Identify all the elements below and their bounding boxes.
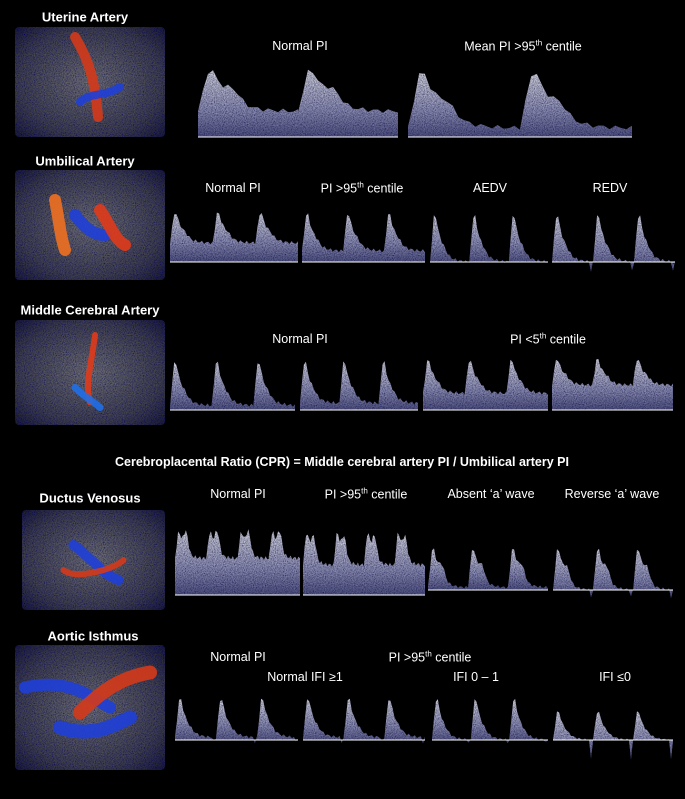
label-superscript: th: [535, 38, 543, 48]
label-superscript: th: [539, 331, 547, 341]
doppler-waveform: [175, 698, 298, 744]
label-text: centile: [546, 332, 586, 347]
doppler-waveform: [175, 529, 300, 595]
label-text: Normal IFI ≥1: [267, 670, 343, 684]
label-text: PI <5: [510, 332, 540, 347]
doppler-waveform: [408, 73, 632, 137]
waveform-label: Normal PI: [210, 650, 266, 664]
cpr-formula: Cerebroplacental Ratio (CPR) = Middle ce…: [115, 455, 569, 469]
section-title: Ductus Venosus: [39, 491, 140, 506]
label-superscript: th: [425, 649, 432, 659]
cpr-text: Cerebroplacental Ratio (CPR) = Middle ce…: [115, 455, 569, 469]
section-title: Middle Cerebral Artery: [21, 303, 160, 318]
title-text: Aortic Isthmus: [47, 628, 139, 644]
doppler-waveform: [432, 698, 548, 744]
label-text: centile: [542, 39, 582, 54]
label-text: centile: [367, 487, 408, 502]
waveform-label: Normal PI: [210, 487, 266, 501]
waveform-label: IFI 0 – 1: [453, 670, 499, 684]
doppler-waveform: [198, 69, 398, 137]
waveform-label: AEDV: [473, 181, 507, 195]
color-flow: [70, 32, 103, 122]
waveform-label: IFI ≤0: [599, 670, 631, 684]
doppler-waveform: [552, 215, 675, 272]
doppler-waveform: [552, 359, 673, 410]
label-text: PI >95: [320, 181, 358, 196]
label-text: PI >95: [324, 487, 362, 502]
doppler-waveform: [553, 711, 673, 760]
waveform-label: Normal IFI ≥1: [267, 670, 343, 684]
label-text: centile: [431, 650, 472, 665]
title-text: Middle Cerebral Artery: [20, 302, 160, 318]
color-flow: [76, 83, 124, 106]
color-flow: [49, 194, 71, 256]
section-title: Umbilical Artery: [35, 154, 134, 169]
color-flow: [69, 209, 111, 241]
title-text: Uterine Artery: [41, 9, 129, 25]
doppler-waveform: [430, 215, 548, 264]
color-flow: [71, 384, 104, 411]
doppler-waveform: [302, 213, 425, 262]
label-text: Reverse ‘a’ wave: [564, 487, 660, 501]
color-flow: [94, 204, 131, 251]
label-superscript: th: [361, 486, 368, 496]
label-text: Mean PI >95: [464, 39, 536, 54]
label-text: Absent ‘a’ wave: [447, 487, 535, 501]
color-flow: [60, 557, 127, 578]
color-flow: [68, 540, 124, 585]
waveform-label: Absent ‘a’ wave: [447, 487, 534, 501]
color-flow: [53, 710, 137, 739]
label-text: IFI 0 – 1: [453, 670, 499, 684]
doppler-waveform: [428, 548, 548, 590]
title-text: Umbilical Artery: [35, 153, 135, 169]
color-flow: [73, 665, 157, 720]
label-superscript: th: [357, 180, 364, 190]
label-text: REDV: [592, 181, 628, 195]
label-text: AEDV: [472, 181, 508, 195]
doppler-waveform: [170, 212, 298, 262]
label-text: PI >95: [388, 650, 426, 665]
doppler-waveform: [170, 361, 295, 410]
section-title: Aortic Isthmus: [47, 629, 138, 644]
waveform-label: Normal PI: [272, 332, 328, 346]
doppler-waveform: [303, 532, 425, 595]
waveform-label: Normal PI: [205, 181, 261, 195]
title-text: Ductus Venosus: [39, 490, 141, 506]
doppler-waveform: [303, 698, 425, 744]
waveform-label: PI <5th centile: [510, 331, 586, 346]
label-text: Normal PI: [272, 332, 328, 346]
label-text: Normal PI: [205, 181, 261, 195]
waveform-label: Reverse ‘a’ wave: [565, 487, 660, 501]
label-text: IFI ≤0: [599, 670, 631, 684]
label-text: Normal PI: [210, 487, 266, 501]
doppler-waveform: [553, 548, 673, 599]
label-text: Normal PI: [210, 650, 266, 664]
doppler-waveform: [423, 359, 548, 410]
label-text: Normal PI: [272, 39, 328, 53]
waveform-label: PI >95th centile: [325, 486, 408, 501]
doppler-waveform: [300, 361, 418, 410]
waveform-label: REDV: [593, 181, 628, 195]
waveform-label: Normal PI: [272, 39, 328, 53]
waveform-label: PI >95th centile: [321, 180, 404, 195]
label-text: centile: [363, 181, 404, 196]
waveform-label: PI >95th centile: [389, 649, 472, 664]
color-flow: [19, 678, 116, 714]
waveform-label: Mean PI >95th centile: [464, 38, 582, 53]
section-title: Uterine Artery: [42, 10, 128, 25]
